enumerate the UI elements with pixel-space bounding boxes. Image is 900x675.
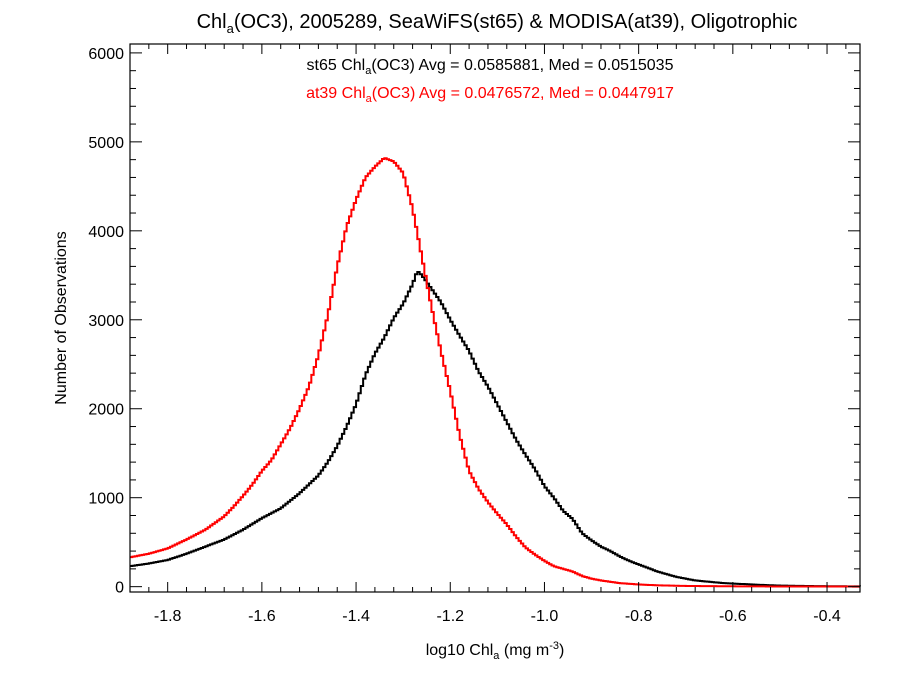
annotation-st65: st65 Chla(OC3) Avg = 0.0585881, Med = 0.…: [307, 57, 674, 77]
x-tick-label: -1.4: [342, 608, 370, 625]
x-tick-label: -0.8: [625, 608, 653, 625]
x-tick-label: -1.8: [154, 608, 182, 625]
x-axis-ticks: -1.8 -1.6 -1.4 -1.2 -1.0 -0.8 -0.6 -0.4: [148, 44, 847, 625]
y-axis-ticks: 0 1000 2000 3000 4000 5000 6000: [88, 46, 860, 597]
x-tick-label: -1.0: [531, 608, 559, 625]
x-tick-label: -1.6: [248, 608, 276, 625]
y-tick-label: 4000: [88, 224, 124, 241]
chart-title-pre: Chl: [197, 11, 227, 33]
annotation-at39-post: (OC3) Avg = 0.0476572, Med = 0.0447917: [372, 85, 674, 102]
annotation-st65-post: (OC3) Avg = 0.0585881, Med = 0.0515035: [371, 57, 673, 74]
series-line-at39: [130, 157, 860, 588]
annotation-at39-sub: a: [366, 93, 373, 105]
x-axis-label-sup: -3: [549, 640, 559, 652]
plot-frame: [129, 43, 861, 593]
series-line-st65: [130, 270, 861, 588]
annotation-at39: at39 Chla(OC3) Avg = 0.0476572, Med = 0.…: [306, 85, 674, 105]
y-tick-label: 0: [115, 580, 124, 597]
chart-title-post: (OC3), 2005289, SeaWiFS(st65) & MODISA(a…: [234, 11, 798, 33]
y-tick-label: 5000: [88, 135, 124, 152]
x-tick-label: -1.2: [436, 608, 464, 625]
y-tick-label: 3000: [88, 313, 124, 330]
x-axis-label: log10 Chla (mg m-3): [426, 640, 565, 662]
x-axis-label-pre: log10 Chl: [426, 642, 494, 659]
annotation-st65-sub: a: [365, 65, 372, 77]
x-axis-label-sub: a: [493, 650, 500, 662]
annotation-at39-pre: at39 Chl: [306, 85, 366, 102]
chart-title: Chla(OC3), 2005289, SeaWiFS(st65) & MODI…: [197, 11, 798, 36]
x-tick-label: -0.6: [719, 608, 747, 625]
y-tick-label: 6000: [88, 46, 124, 63]
y-tick-label: 2000: [88, 402, 124, 419]
x-axis-label-post: ): [559, 642, 564, 659]
x-tick-label: -0.4: [813, 608, 841, 625]
x-axis-label-mid: (mg m: [499, 642, 549, 659]
y-axis-label: Number of Observations: [53, 231, 70, 404]
y-tick-label: 1000: [88, 491, 124, 508]
annotation-st65-pre: st65 Chl: [307, 57, 366, 74]
series-layer: [130, 157, 861, 588]
chart-title-sub: a: [227, 21, 235, 36]
